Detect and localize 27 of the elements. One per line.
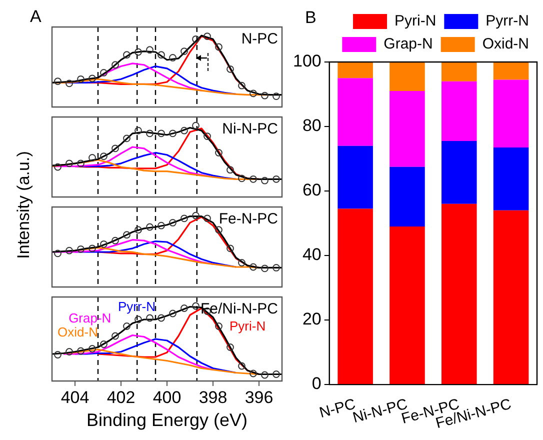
x-tick-label: 404	[60, 388, 90, 407]
legend-label: Pyri-N	[394, 12, 436, 30]
legend-label: Grap-N	[384, 36, 433, 53]
y-tick-label: 80	[302, 116, 322, 136]
chart-title: Ni-N-PC	[222, 120, 278, 138]
series-label: Pyrr-N	[118, 299, 156, 314]
chart-title: N-PC	[241, 30, 278, 48]
y-axis-title: Intensity (a.u.)	[14, 151, 34, 259]
series-label: Oxid-N	[58, 324, 98, 340]
x-tick-label: 402	[106, 388, 136, 407]
y-tick-label: 20	[302, 310, 322, 329]
x-axis-title: Binding Energy (eV)	[86, 410, 248, 430]
text: B	[305, 8, 316, 28]
y-tick-label: 100	[292, 52, 322, 71]
legend-label: Pyrr-N	[486, 12, 530, 30]
y-tick-label: 60	[302, 180, 322, 200]
chart-title: Fe-N-PC	[218, 210, 278, 228]
y-tick-label: 0	[312, 374, 322, 394]
x-tick-label: 398	[198, 388, 228, 407]
x-tick-label: 396	[244, 388, 274, 407]
series-label: Grap-N	[68, 310, 112, 326]
legend-label: Oxid-N	[482, 36, 529, 53]
text: A	[30, 7, 42, 27]
x-tick-label: 400	[152, 388, 182, 407]
series-label: Pyri-N	[230, 318, 266, 334]
chart-title: Fe/Ni-N-PC	[200, 300, 278, 318]
y-tick-label: 40	[302, 245, 322, 264]
